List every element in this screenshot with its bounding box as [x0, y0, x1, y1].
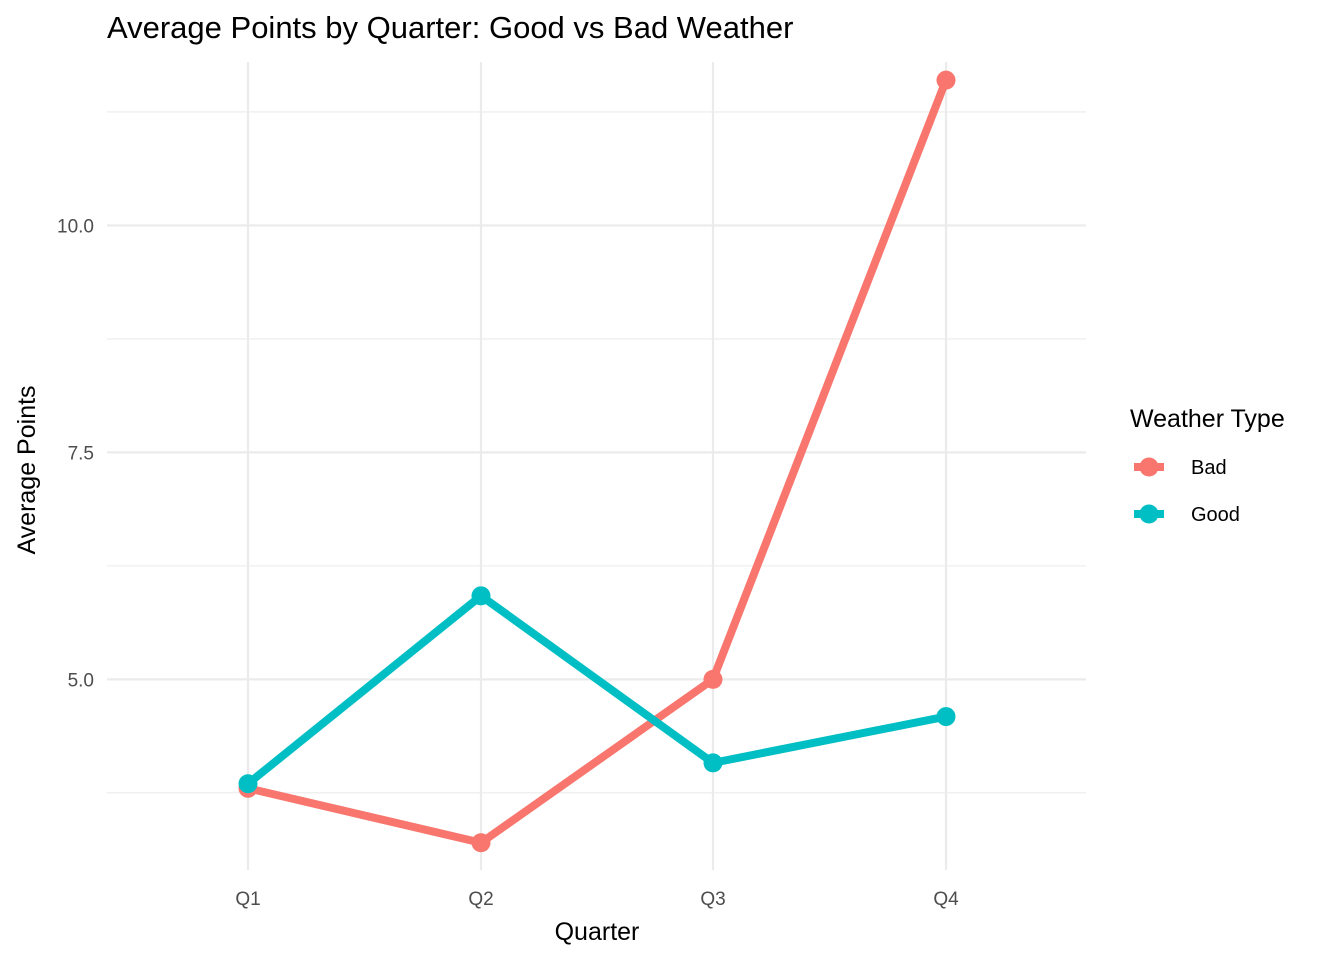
- x-tick-label: Q1: [235, 889, 260, 910]
- data-point-good-q1: [238, 774, 258, 794]
- legend-key-point-bad: [1139, 457, 1159, 477]
- series-lines: [245, 78, 950, 847]
- legend: Weather Type Bad Good: [1130, 405, 1285, 526]
- y-tick-label: 10.0: [57, 216, 94, 237]
- y-minor-gridlines: [107, 111, 1086, 794]
- data-point-good-q2: [471, 586, 491, 606]
- y-axis-title: Average Points: [13, 385, 41, 554]
- x-axis-title: Quarter: [555, 918, 640, 946]
- x-tick-label: Q3: [700, 889, 725, 910]
- data-point-bad-q3: [703, 669, 723, 689]
- y-tick-labels: 5.0 7.5 10.0: [57, 216, 94, 691]
- legend-key-point-good: [1139, 504, 1159, 524]
- series-line-bad: [247, 78, 950, 847]
- x-tick-label: Q2: [468, 889, 493, 910]
- y-tick-label: 7.5: [68, 443, 94, 464]
- x-tick-labels: Q1 Q2 Q3 Q4: [235, 889, 959, 910]
- x-tick-label: Q4: [933, 889, 959, 910]
- data-point-good-q4: [936, 707, 956, 727]
- legend-label-bad: Bad: [1191, 457, 1227, 479]
- data-point-good-q3: [703, 753, 723, 773]
- y-major-gridlines: [107, 224, 1086, 681]
- x-major-gridlines: [246, 62, 948, 870]
- y-tick-label: 5.0: [68, 670, 94, 691]
- legend-label-good: Good: [1191, 504, 1240, 526]
- legend-items: Bad Good: [1134, 457, 1240, 526]
- chart-title: Average Points by Quarter: Good vs Bad W…: [107, 10, 793, 45]
- series-line-good: [245, 591, 947, 787]
- legend-title: Weather Type: [1130, 405, 1285, 433]
- data-point-bad-q2: [471, 833, 491, 853]
- data-point-bad-q4: [936, 70, 956, 90]
- series-points: [238, 70, 956, 853]
